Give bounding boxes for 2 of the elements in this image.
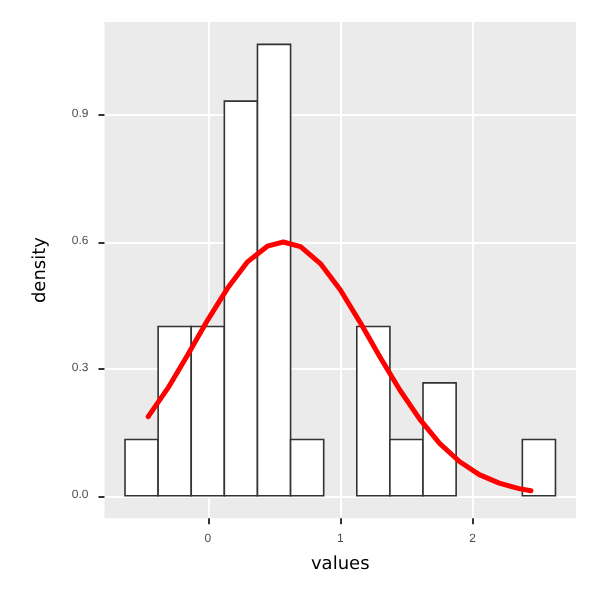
y-axis-title: density xyxy=(31,235,51,304)
x-axis-title: values xyxy=(310,555,371,575)
